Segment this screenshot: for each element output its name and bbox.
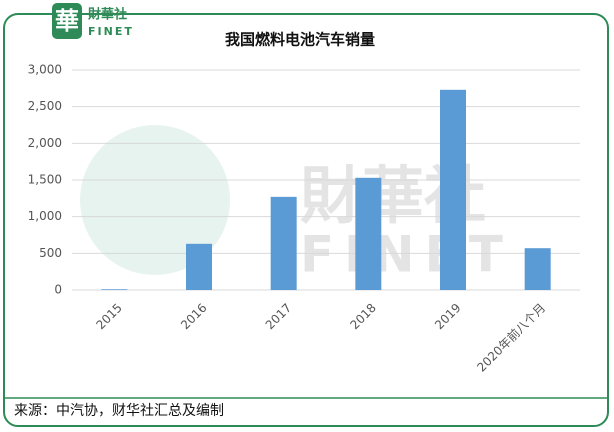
y-tick-label: 1,500 <box>28 173 62 187</box>
logo-name: 財華社 <box>87 7 127 23</box>
bar <box>186 243 212 290</box>
bar <box>355 177 382 290</box>
chart-title: 我国燃料电池汽车销量 <box>225 31 375 49</box>
logo-box <box>52 3 82 39</box>
bar <box>524 248 551 290</box>
y-tick-label: 2,000 <box>28 136 62 150</box>
y-tick-label: 500 <box>39 246 62 260</box>
logo-mark: 華 <box>55 7 79 35</box>
y-tick-label: 2,500 <box>28 99 62 113</box>
watermark-badge <box>80 125 230 275</box>
logo-latin: FINET <box>88 25 134 38</box>
footer-source: 来源：中汽协，财华社汇总及编制 <box>14 403 224 419</box>
bar <box>270 196 297 290</box>
y-tick-label: 1,000 <box>28 209 62 223</box>
watermark-latin: FINET <box>300 226 513 284</box>
bar <box>440 89 466 290</box>
y-tick-label: 0 <box>54 283 62 297</box>
y-tick-label: 3,000 <box>28 63 62 77</box>
bar <box>101 289 128 290</box>
